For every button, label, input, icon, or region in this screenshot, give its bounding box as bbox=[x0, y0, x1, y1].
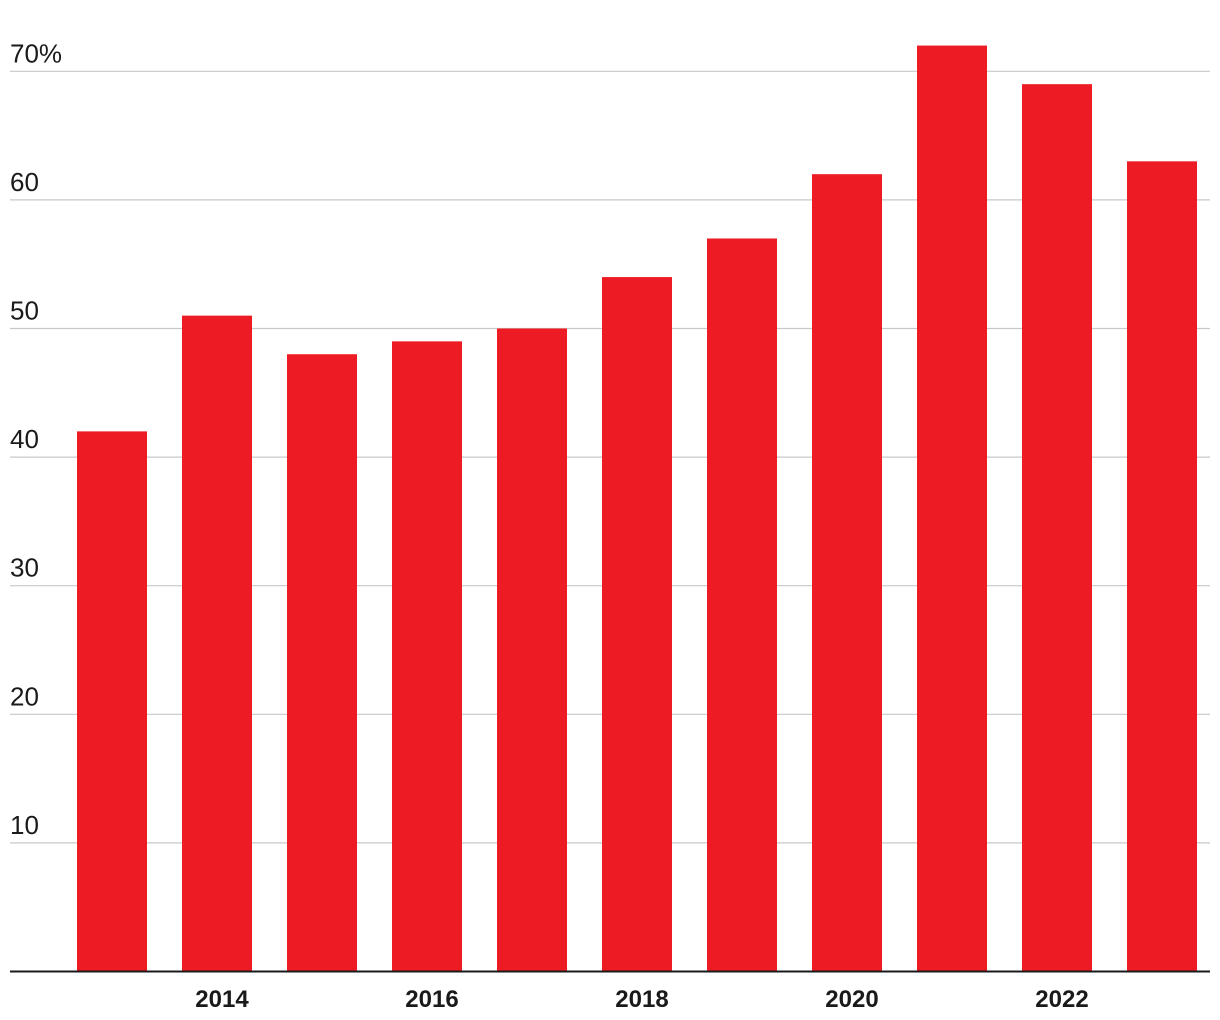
x-tick-label: 2016 bbox=[405, 986, 458, 1013]
bars bbox=[77, 45, 1197, 972]
bar-2013 bbox=[77, 431, 147, 972]
x-tick-label: 2022 bbox=[1035, 986, 1088, 1013]
y-tick-label: 50 bbox=[10, 296, 39, 326]
x-tick-label: 2020 bbox=[825, 986, 878, 1013]
x-tick-label: 2018 bbox=[615, 986, 668, 1013]
x-tick-labels: 2014 2016 2018 2020 2022 bbox=[195, 986, 1088, 1013]
bar-2018 bbox=[602, 277, 672, 972]
bar-2014 bbox=[182, 315, 252, 972]
y-tick-label: 20 bbox=[10, 681, 39, 711]
bar-2021 bbox=[917, 45, 987, 972]
bar-2022 bbox=[1022, 84, 1092, 972]
y-tick-label: 70% bbox=[10, 38, 62, 68]
y-tick-label: 10 bbox=[10, 810, 39, 840]
bar-2019 bbox=[707, 238, 777, 972]
bar-2017 bbox=[497, 328, 567, 972]
bar-2020 bbox=[812, 174, 882, 972]
y-tick-label: 30 bbox=[10, 553, 39, 583]
bar-2015 bbox=[287, 354, 357, 972]
y-tick-label: 60 bbox=[10, 167, 39, 197]
y-tick-labels: 10 20 30 40 50 60 70% bbox=[10, 38, 62, 840]
bar-2023 bbox=[1127, 161, 1197, 972]
y-tick-label: 40 bbox=[10, 424, 39, 454]
bar-2016 bbox=[392, 341, 462, 972]
x-tick-label: 2014 bbox=[195, 986, 249, 1013]
